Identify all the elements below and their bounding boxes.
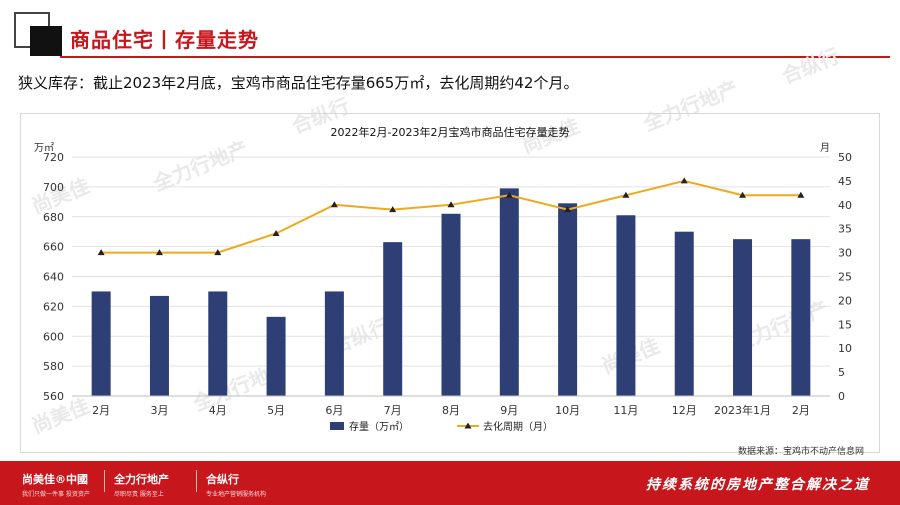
right-axis-tick-label: 25 (838, 271, 852, 284)
inventory-bar (149, 295, 169, 396)
sales-cycle-marker (330, 201, 338, 208)
inventory-bar (441, 213, 461, 396)
right-axis-tick-label: 40 (838, 199, 852, 212)
inventory-bar (208, 291, 228, 396)
x-axis-tick-label: 4月 (209, 404, 227, 417)
right-axis-tick-label: 10 (838, 342, 852, 355)
x-axis-tick-label: 6月 (325, 404, 343, 417)
right-axis-tick-label: 15 (838, 318, 852, 331)
legend-line-label: 去化周期（月） (483, 420, 553, 433)
left-axis-tick-label: 700 (43, 181, 64, 194)
sales-cycle-marker (447, 201, 455, 208)
inventory-bar (91, 291, 111, 396)
inventory-bar (383, 242, 403, 396)
title-divider (60, 56, 890, 58)
x-axis-tick-label: 2023年1月 (714, 403, 771, 417)
sales-cycle-marker (155, 249, 163, 256)
left-axis-tick-label: 580 (43, 360, 64, 373)
left-axis-tick-label: 680 (43, 211, 64, 224)
x-axis-tick-label: 2月 (792, 404, 810, 417)
x-axis-tick-label: 10月 (555, 404, 580, 417)
x-axis-tick-label: 3月 (150, 404, 168, 417)
right-axis-tick-label: 45 (838, 175, 852, 188)
legend-bar-swatch (330, 422, 344, 430)
sales-cycle-marker (797, 191, 805, 198)
inventory-bar (674, 231, 694, 396)
brand-name: 全力行地产 (114, 473, 169, 486)
legend-bar-label: 存量（万㎡） (349, 420, 409, 433)
corner-square-fill (30, 26, 62, 56)
inventory-bar (616, 215, 636, 396)
x-axis-tick-label: 7月 (384, 404, 402, 417)
footer-slogan: 持续系统的房地产整合解决之道 (646, 477, 870, 493)
footer-bar (0, 461, 900, 505)
sales-cycle-marker (97, 249, 105, 256)
inventory-bar (558, 203, 578, 396)
left-axis-tick-label: 560 (43, 390, 64, 403)
left-axis-tick-label: 720 (43, 151, 64, 164)
right-axis-unit: 月 (820, 142, 830, 154)
footer-divider (196, 470, 197, 492)
inventory-bar (266, 316, 286, 396)
x-axis-tick-label: 8月 (442, 404, 460, 417)
footer-brand-hezongxing: 合纵行 专业地产营销服务机构 (206, 471, 266, 498)
footer-brand-quanlixing: 全力行地产 尽职尽责 服务至上 (114, 471, 169, 498)
inventory-bar (733, 239, 753, 396)
brand-tagline: 尽职尽责 服务至上 (114, 491, 164, 498)
page-title: 商品住宅丨存量走势 (70, 28, 259, 52)
sales-cycle-marker (622, 191, 630, 198)
x-axis-tick-label: 9月 (500, 404, 518, 417)
inventory-summary: 狭义库存：截止2023年2月底，宝鸡市商品住宅存量665万㎡，去化周期约42个月… (18, 74, 579, 92)
sales-cycle-marker (214, 249, 222, 256)
inventory-bar (324, 291, 344, 396)
footer-divider (104, 470, 105, 492)
brand-name: 尚美佳®中國 (22, 473, 88, 486)
x-axis-tick-label: 5月 (267, 404, 285, 417)
brand-name: 合纵行 (206, 473, 239, 486)
footer-brand-shangmeijia: 尚美佳®中國 我们只做一件事 投资资产 (22, 471, 90, 498)
right-axis-tick-label: 20 (838, 294, 852, 307)
right-axis-tick-label: 35 (838, 223, 852, 236)
x-axis-tick-label: 11月 (613, 404, 638, 417)
data-source: 数据来源：宝鸡市不动产信息网 (737, 447, 864, 457)
sales-cycle-marker (680, 177, 688, 184)
left-axis-tick-label: 600 (43, 330, 64, 343)
sales-cycle-marker (564, 206, 572, 213)
sales-cycle-marker (272, 229, 280, 236)
chart-title: 2022年2月-2023年2月宝鸡市商品住宅存量走势 (331, 125, 570, 139)
brand-tagline: 我们只做一件事 投资资产 (22, 491, 90, 498)
left-axis-unit: 万㎡ (34, 142, 54, 154)
chart-frame (20, 113, 880, 453)
right-axis-tick-label: 50 (838, 151, 852, 164)
x-axis-tick-label: 2月 (92, 404, 110, 417)
right-axis-tick-label: 5 (838, 366, 845, 379)
inventory-bar (791, 239, 811, 396)
legend-line-marker (464, 422, 472, 429)
right-axis-tick-label: 0 (838, 390, 845, 403)
sales-cycle-marker (739, 191, 747, 198)
x-axis-tick-label: 12月 (672, 404, 697, 417)
left-axis-tick-label: 660 (43, 241, 64, 254)
inventory-bar (499, 188, 519, 396)
sales-cycle-marker (505, 191, 513, 198)
sales-cycle-marker (389, 206, 397, 213)
right-axis-tick-label: 30 (838, 247, 852, 260)
left-axis-tick-label: 640 (43, 271, 64, 284)
brand-tagline: 专业地产营销服务机构 (206, 491, 267, 498)
left-axis-tick-label: 620 (43, 300, 64, 313)
